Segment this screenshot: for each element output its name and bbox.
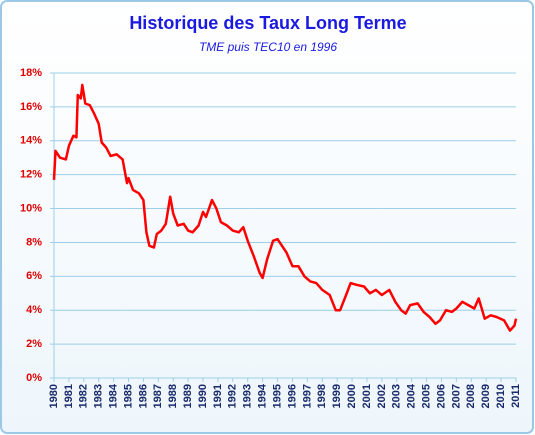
x-tick-label: 1980 <box>48 384 60 408</box>
x-tick-label: 1990 <box>197 384 209 408</box>
y-tick-label: 0% <box>26 372 42 384</box>
y-tick-label: 18% <box>20 67 42 79</box>
x-tick-label: 1999 <box>331 384 343 408</box>
x-tick-label: 1996 <box>286 384 298 408</box>
x-tick-label: 1992 <box>227 384 239 408</box>
x-tick-label: 1993 <box>242 384 254 408</box>
x-tick-label: 1997 <box>301 384 313 408</box>
x-tick-label: 2011 <box>510 384 522 408</box>
y-tick-label: 12% <box>20 169 42 181</box>
x-tick-label: 2000 <box>346 384 358 408</box>
x-tick-label: 1989 <box>182 384 194 408</box>
x-tick-label: 2003 <box>391 384 403 408</box>
y-tick-label: 2% <box>26 338 42 350</box>
y-tick-label: 16% <box>20 101 42 113</box>
x-tick-label: 2007 <box>450 384 462 408</box>
chart-subtitle: TME puis TEC10 en 1996 <box>199 40 337 54</box>
x-tick-label: 1994 <box>257 383 269 408</box>
x-tick-label: 1981 <box>63 384 75 408</box>
chart-title: Historique des Taux Long Terme <box>129 13 406 33</box>
x-tick-label: 1995 <box>271 384 283 408</box>
y-tick-label: 14% <box>20 135 42 147</box>
x-tick-label: 2002 <box>376 384 388 408</box>
x-tick-label: 1983 <box>93 384 105 408</box>
x-tick-label: 1986 <box>137 384 149 408</box>
x-tick-label: 1987 <box>152 384 164 408</box>
x-tick-label: 2001 <box>361 384 373 408</box>
x-tick-label: 2009 <box>480 384 492 408</box>
x-tick-label: 2005 <box>420 384 432 408</box>
y-tick-label: 4% <box>26 304 42 316</box>
x-tick-label: 2008 <box>465 384 477 408</box>
x-tick-label: 1985 <box>122 384 134 408</box>
x-tick-label: 2004 <box>406 383 418 408</box>
x-tick-label: 1991 <box>212 384 224 408</box>
x-tick-label: 2006 <box>435 384 447 408</box>
x-tick-label: 1988 <box>167 384 179 408</box>
x-tick-label: 1982 <box>78 384 90 408</box>
x-tick-label: 1998 <box>316 384 328 408</box>
y-tick-label: 10% <box>20 202 42 214</box>
x-tick-label: 1984 <box>108 383 120 408</box>
y-tick-label: 6% <box>26 270 42 282</box>
data-line <box>52 83 518 332</box>
y-tick-label: 8% <box>26 236 42 248</box>
x-tick-label: 2010 <box>495 384 507 408</box>
